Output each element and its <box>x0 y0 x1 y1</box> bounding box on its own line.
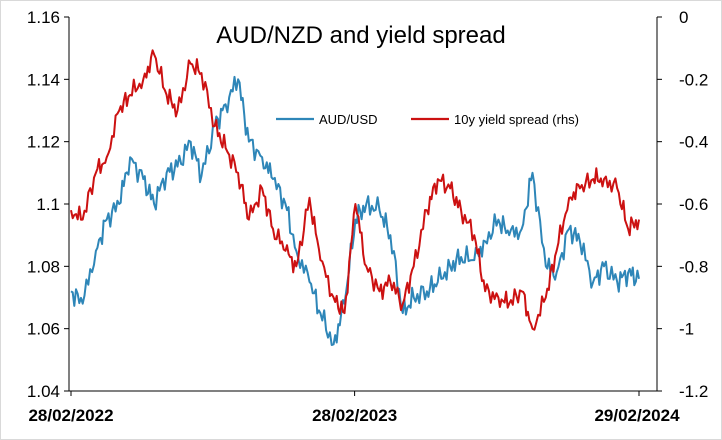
chart-title: AUD/NZD and yield spread <box>216 22 505 49</box>
right-axis-ticks: 0 -0.2 -0.4 -0.6 -0.8 -1 -1.2 <box>657 8 708 401</box>
x-tick-label: 28/02/2023 <box>312 406 397 425</box>
legend: AUD/USD 10y yield spread (rhs) <box>276 112 579 127</box>
right-tick-label: -0.6 <box>679 195 708 214</box>
right-tick-label: -0.2 <box>679 70 708 89</box>
right-tick-label: -0.4 <box>679 133 708 152</box>
right-tick-label: 0 <box>679 8 688 27</box>
right-tick-label: -1.2 <box>679 382 708 401</box>
left-tick-label: 1.12 <box>27 133 60 152</box>
series-line-yield-spread <box>70 49 640 331</box>
left-axis-ticks: 1.16 1.14 1.12 1.1 1.08 1.06 1.04 <box>27 8 69 401</box>
left-tick-label: 1.08 <box>27 257 60 276</box>
left-tick-label: 1.16 <box>27 8 60 27</box>
right-tick-label: -0.8 <box>679 257 708 276</box>
x-axis-ticks: 28/02/2022 28/02/2023 29/02/2024 <box>28 391 680 425</box>
x-tick-label: 28/02/2022 <box>28 406 113 425</box>
right-tick-label: -1 <box>679 320 694 339</box>
left-tick-label: 1.14 <box>27 70 60 89</box>
legend-label-yield-spread: 10y yield spread (rhs) <box>454 112 579 127</box>
left-tick-label: 1.06 <box>27 320 60 339</box>
series-group <box>70 49 640 346</box>
x-tick-label: 29/02/2024 <box>594 406 680 425</box>
left-tick-label: 1.1 <box>36 195 60 214</box>
series-line-aud-usd <box>70 75 640 346</box>
legend-label-aud-usd: AUD/USD <box>319 112 378 127</box>
left-tick-label: 1.04 <box>27 382 60 401</box>
